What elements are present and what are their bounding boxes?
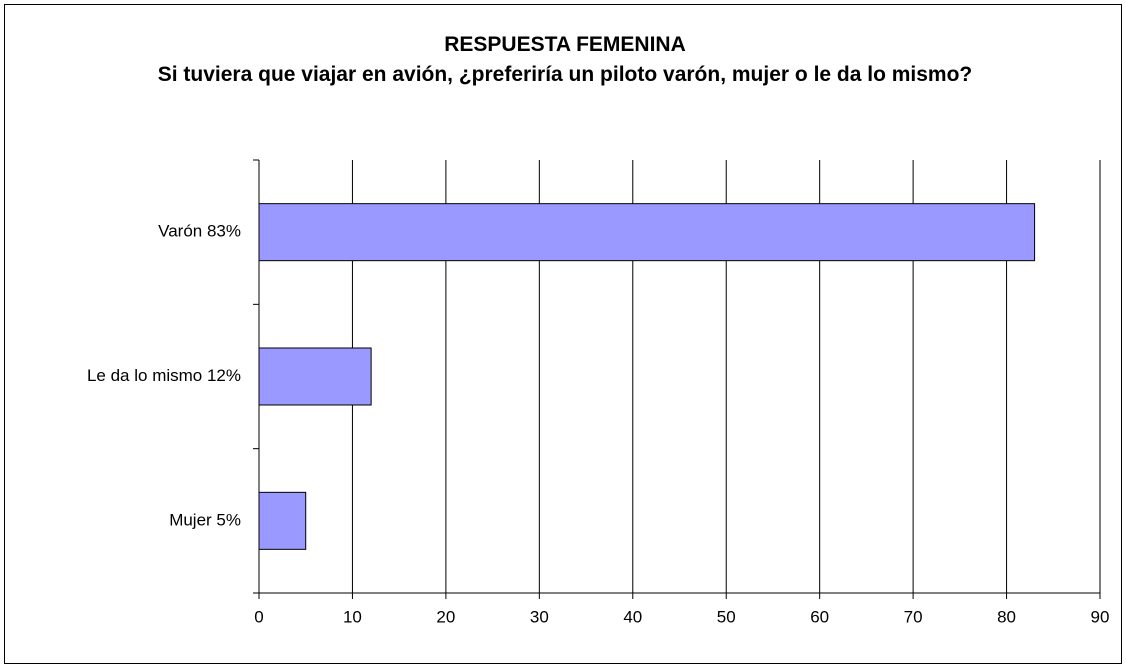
x-tick-label: 40 <box>623 607 642 626</box>
bar <box>258 347 372 406</box>
x-tick-label: 10 <box>343 607 362 626</box>
chart-subtitle: Si tuviera que viajar en avión, ¿preferi… <box>157 63 973 86</box>
y-tick-label: Varón 83% <box>158 222 241 241</box>
x-tick-label: 70 <box>904 607 923 626</box>
x-tick-label: 90 <box>1091 607 1110 626</box>
x-tick-label: 80 <box>997 607 1016 626</box>
chart-title: RESPUESTA FEMENINA <box>444 33 686 56</box>
x-tick-label: 0 <box>254 607 263 626</box>
x-tick-label: 30 <box>530 607 549 626</box>
x-tick-label: 60 <box>810 607 829 626</box>
bar <box>258 491 307 550</box>
x-tick-label: 20 <box>436 607 455 626</box>
y-tick-label: Mujer 5% <box>169 510 241 529</box>
y-tick-label: Le da lo mismo 12% <box>87 366 241 385</box>
bar <box>258 203 1036 262</box>
titles: RESPUESTA FEMENINA Si tuviera que viajar… <box>120 30 1010 90</box>
x-tick-label: 50 <box>717 607 736 626</box>
